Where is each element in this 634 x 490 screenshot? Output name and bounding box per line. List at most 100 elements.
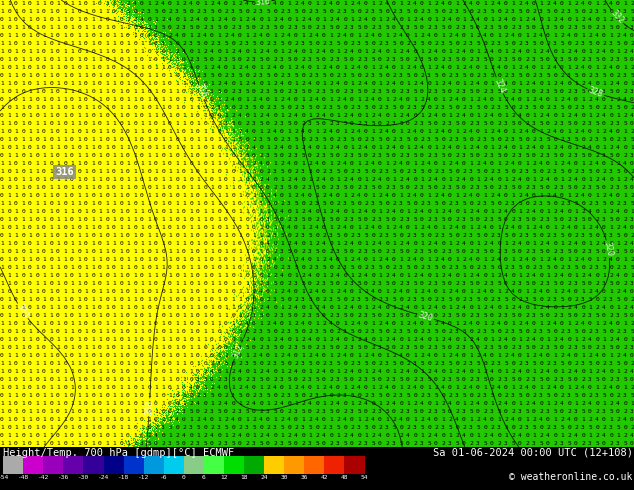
Text: 0: 0 xyxy=(378,249,382,254)
Text: 1: 1 xyxy=(392,369,396,374)
Text: 5: 5 xyxy=(343,249,347,254)
Text: 1: 1 xyxy=(567,65,571,70)
Text: 2: 2 xyxy=(301,17,305,22)
Text: 4: 4 xyxy=(378,113,382,118)
Text: 4: 4 xyxy=(364,401,368,406)
Text: 1: 1 xyxy=(21,281,25,286)
Text: 2: 2 xyxy=(399,433,403,439)
Text: 4: 4 xyxy=(588,81,592,86)
Text: 0: 0 xyxy=(70,273,74,278)
Text: 1: 1 xyxy=(63,8,67,14)
Text: 0: 0 xyxy=(462,353,466,358)
Text: 2: 2 xyxy=(588,329,592,334)
Text: 0: 0 xyxy=(280,0,284,5)
Text: 1: 1 xyxy=(7,377,11,382)
Text: 0: 0 xyxy=(518,289,522,294)
Text: 5: 5 xyxy=(245,24,249,29)
Text: 4: 4 xyxy=(560,401,564,406)
Text: 3: 3 xyxy=(266,345,270,350)
Text: 2: 2 xyxy=(532,73,536,77)
Text: 0: 0 xyxy=(119,97,123,102)
Text: 3: 3 xyxy=(385,297,389,302)
Text: 1: 1 xyxy=(259,225,263,230)
Text: 5: 5 xyxy=(329,409,333,415)
Text: 1: 1 xyxy=(84,353,88,358)
Text: 1: 1 xyxy=(350,337,354,342)
Text: 2: 2 xyxy=(364,353,368,358)
Text: 1: 1 xyxy=(462,337,466,342)
Text: 0: 0 xyxy=(133,161,137,166)
Text: 2: 2 xyxy=(427,113,431,118)
Text: 0: 0 xyxy=(609,113,613,118)
Text: 1: 1 xyxy=(77,273,81,278)
Text: 0: 0 xyxy=(203,105,207,110)
Text: 3: 3 xyxy=(259,201,263,206)
Text: 4: 4 xyxy=(378,241,382,246)
Text: 4: 4 xyxy=(413,321,417,326)
Text: 0: 0 xyxy=(98,241,102,246)
Text: 3: 3 xyxy=(336,313,340,318)
Text: 0: 0 xyxy=(189,73,193,77)
Text: 1: 1 xyxy=(553,32,557,38)
Text: 0: 0 xyxy=(266,417,270,422)
Text: 2: 2 xyxy=(203,433,207,439)
Text: 2: 2 xyxy=(427,369,431,374)
Text: 0: 0 xyxy=(259,17,263,22)
Text: 1: 1 xyxy=(98,233,102,238)
Text: 1: 1 xyxy=(91,81,95,86)
Text: 1: 1 xyxy=(77,401,81,406)
Text: 0: 0 xyxy=(21,209,25,214)
Text: 4: 4 xyxy=(266,49,270,53)
Text: 0: 0 xyxy=(329,177,333,182)
Text: 2: 2 xyxy=(469,249,473,254)
Text: 4: 4 xyxy=(490,113,494,118)
Text: 5: 5 xyxy=(252,425,256,430)
Text: 0: 0 xyxy=(252,209,256,214)
Text: 2: 2 xyxy=(378,297,382,302)
Text: 2: 2 xyxy=(280,417,284,422)
Text: 1: 1 xyxy=(595,321,599,326)
Text: 4: 4 xyxy=(602,113,606,118)
Text: 1: 1 xyxy=(91,177,95,182)
Text: 4: 4 xyxy=(609,0,613,5)
Text: 0: 0 xyxy=(623,401,627,406)
Text: 2: 2 xyxy=(343,345,347,350)
Text: 2: 2 xyxy=(294,129,298,134)
Text: 0: 0 xyxy=(525,177,529,182)
Text: 5: 5 xyxy=(602,393,606,398)
Text: 2: 2 xyxy=(616,329,620,334)
Text: 3: 3 xyxy=(392,249,396,254)
Bar xyxy=(144,456,164,474)
Text: 3: 3 xyxy=(420,121,424,126)
Text: 0: 0 xyxy=(504,0,508,5)
Text: 0: 0 xyxy=(119,177,123,182)
Text: 1: 1 xyxy=(217,137,221,142)
Text: 2: 2 xyxy=(448,8,452,14)
Text: 0: 0 xyxy=(154,441,158,446)
Text: 0: 0 xyxy=(378,97,382,102)
Text: 0: 0 xyxy=(364,409,368,415)
Text: 5: 5 xyxy=(609,24,613,29)
Text: 0: 0 xyxy=(231,249,235,254)
Text: 0: 0 xyxy=(203,345,207,350)
Text: 1: 1 xyxy=(119,32,123,38)
Text: 0: 0 xyxy=(175,393,179,398)
Text: 1: 1 xyxy=(504,369,508,374)
Text: 0: 0 xyxy=(602,185,606,190)
Text: 1: 1 xyxy=(189,417,193,422)
Text: 1: 1 xyxy=(112,233,116,238)
Text: 1: 1 xyxy=(14,49,18,53)
Text: 3: 3 xyxy=(448,57,452,62)
Text: 1: 1 xyxy=(84,129,88,134)
Text: 1: 1 xyxy=(98,313,102,318)
Text: 0: 0 xyxy=(126,393,130,398)
Text: 0: 0 xyxy=(420,409,424,415)
Text: 4: 4 xyxy=(588,17,592,22)
Text: 1: 1 xyxy=(196,321,200,326)
Text: 1: 1 xyxy=(203,249,207,254)
Text: 5: 5 xyxy=(455,441,459,446)
Text: 3: 3 xyxy=(301,425,305,430)
Text: 4: 4 xyxy=(287,225,291,230)
Text: 6: 6 xyxy=(202,475,206,480)
Text: 3: 3 xyxy=(553,41,557,46)
